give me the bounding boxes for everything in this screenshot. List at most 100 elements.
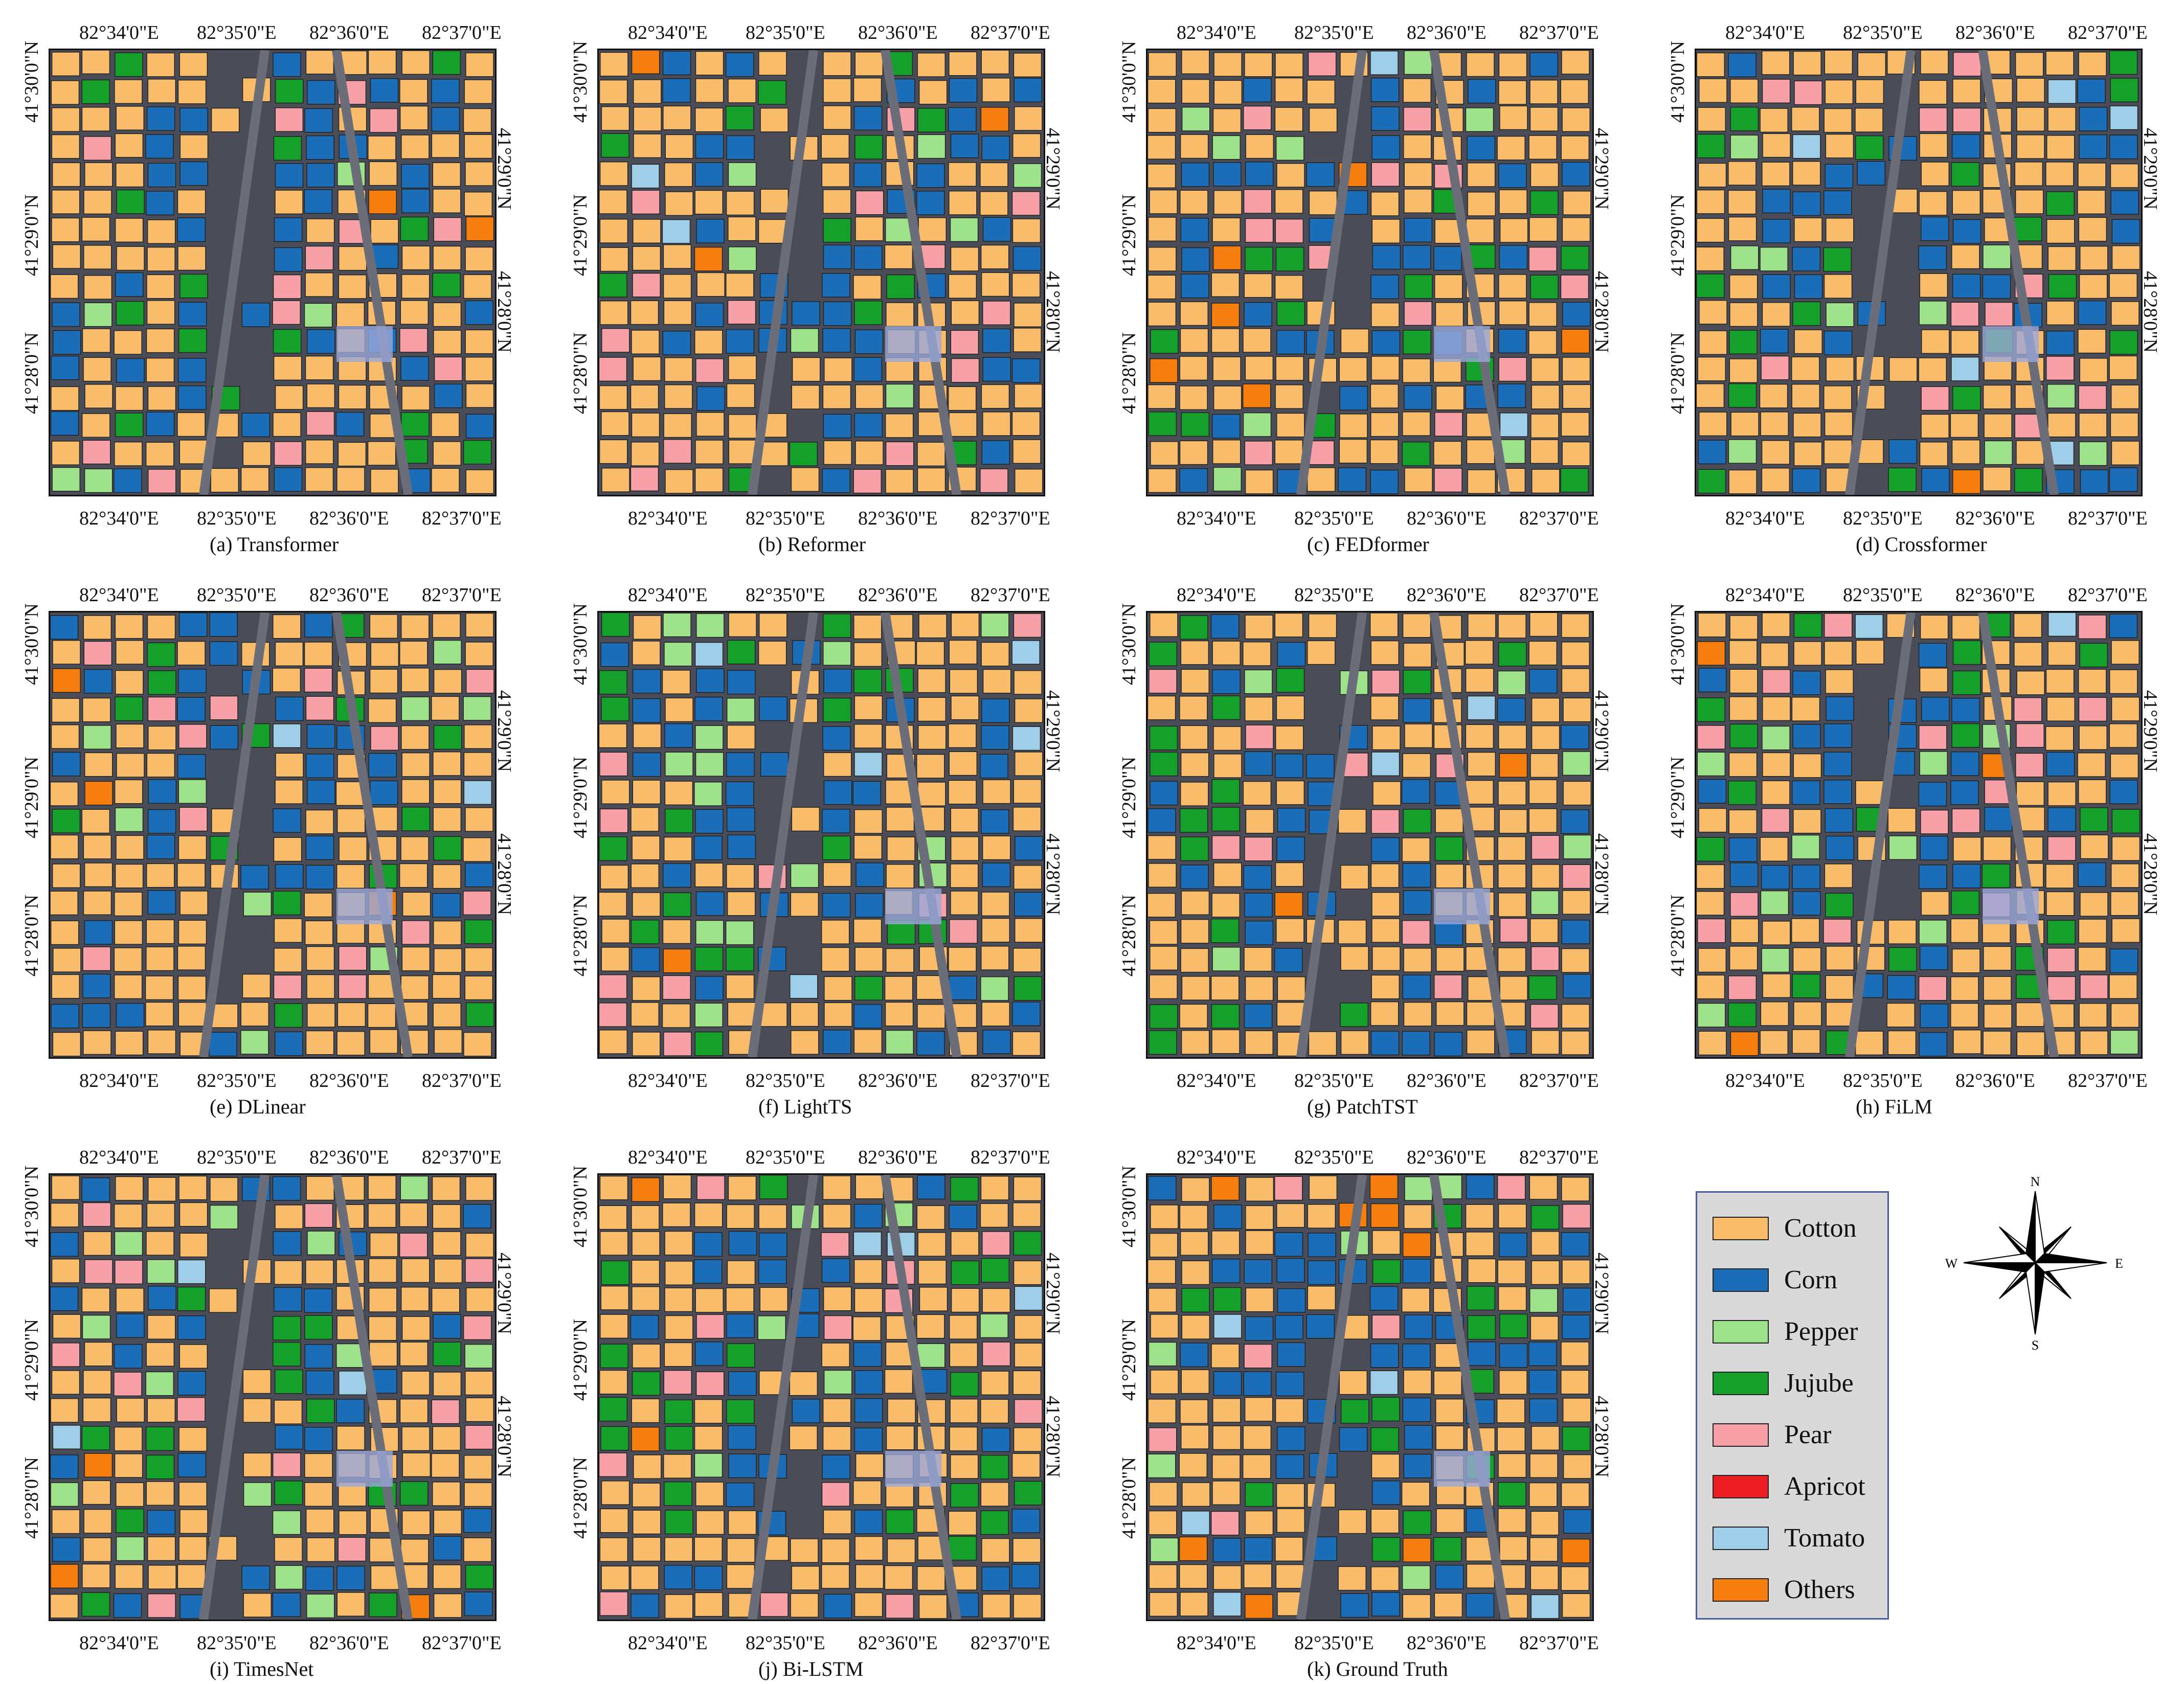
lat-tick-label-left: 41°29'0"N (1118, 757, 1140, 838)
panel-caption: (g) PatchTST (1307, 1095, 1418, 1118)
lon-tick-label-bottom: 82°35'0"E (197, 1632, 277, 1654)
lon-tick-label-top: 82°37'0"E (1519, 1147, 1599, 1168)
lat-tick-label-left: 41°28'0"N (1667, 895, 1688, 976)
lon-tick-label-bottom: 82°34'0"E (79, 1070, 159, 1091)
lon-tick-label-bottom: 82°37'0"E (2068, 508, 2148, 529)
lat-tick-label-right: 41°29'0"N (2140, 690, 2161, 772)
lon-tick-label-bottom: 82°34'0"E (1177, 1632, 1256, 1654)
lon-tick-label-top: 82°35'0"E (1843, 22, 1923, 43)
lon-tick-label-bottom: 82°34'0"E (1725, 508, 1805, 529)
lon-tick-label-bottom: 82°37'0"E (1519, 1070, 1599, 1091)
lon-tick-label-top: 82°36'0"E (309, 1147, 389, 1168)
lat-tick-label-right: 41°28'0"N (1042, 833, 1064, 915)
legend-label-jujube: Jujube (1784, 1369, 1854, 1398)
lat-tick-label-right: 41°28'0"N (1591, 1396, 1612, 1477)
compass-label-w: W (1945, 1256, 1958, 1271)
lon-tick-label-top: 82°36'0"E (858, 22, 938, 43)
map-panel-h: 82°34'0"E 82°34'0"E 82°35'0"E 82°35'0"E 82°3… (1646, 562, 2184, 1120)
lon-tick-label-top: 82°35'0"E (1843, 584, 1923, 606)
map-panel-g: 82°34'0"E 82°34'0"E 82°35'0"E 82°35'0"E 82°3… (1097, 562, 1639, 1120)
lon-tick-label-top: 82°37'0"E (422, 584, 502, 606)
lat-tick-label-right: 41°28'0"N (1591, 833, 1612, 915)
lon-tick-label-top: 82°37'0"E (422, 22, 502, 43)
lon-tick-label-bottom: 82°36'0"E (309, 1632, 389, 1654)
legend-label-corn: Corn (1784, 1265, 1837, 1294)
lon-tick-label-bottom: 82°37'0"E (971, 1070, 1050, 1091)
lat-tick-label-left: 41°28'0"N (21, 1457, 42, 1539)
lon-tick-label-bottom: 82°34'0"E (1177, 508, 1256, 529)
panel-caption: (b) Reformer (758, 533, 866, 556)
lat-tick-label-right: 41°28'0"N (2140, 271, 2161, 353)
map-image (1146, 611, 1594, 1059)
lat-tick-label-left: 41°30'0"N (570, 41, 591, 123)
lat-tick-label-left: 41°28'0"N (570, 332, 591, 414)
lat-tick-label-right: 41°29'0"N (1042, 690, 1064, 772)
map-image (597, 1173, 1045, 1621)
legend-label-others: Others (1784, 1575, 1855, 1604)
lat-tick-label-right: 41°29'0"N (2140, 128, 2161, 210)
lon-tick-label-top: 82°35'0"E (197, 22, 277, 43)
legend-item-pear: Pear (1713, 1420, 1831, 1450)
legend-label-tomato: Tomato (1784, 1523, 1865, 1553)
lat-tick-label-left: 41°29'0"N (570, 194, 591, 276)
lon-tick-label-top: 82°34'0"E (79, 584, 159, 606)
lon-tick-label-bottom: 82°36'0"E (309, 508, 389, 529)
lon-tick-label-bottom: 82°36'0"E (1955, 1070, 2035, 1091)
lon-tick-label-bottom: 82°35'0"E (1294, 508, 1374, 529)
lat-tick-label-left: 41°30'0"N (21, 603, 42, 685)
compass-label-n: N (2031, 1174, 2040, 1189)
lat-tick-label-right: 41°28'0"N (1042, 1396, 1064, 1477)
lon-tick-label-bottom: 82°36'0"E (858, 1070, 938, 1091)
lat-tick-label-left: 41°28'0"N (570, 1457, 591, 1539)
lon-tick-label-bottom: 82°37'0"E (1519, 1632, 1599, 1654)
lon-tick-label-top: 82°35'0"E (1294, 1147, 1374, 1168)
lon-tick-label-top: 82°36'0"E (309, 22, 389, 43)
map-panel-i: 82°34'0"E 82°34'0"E 82°35'0"E 82°35'0"E 82°3… (0, 1125, 542, 1682)
map-panel-e: 82°34'0"E 82°34'0"E 82°35'0"E 82°35'0"E 82°3… (0, 562, 542, 1120)
north-arrow-compass: N S E W (1943, 1171, 2127, 1355)
lat-tick-label-right: 41°29'0"N (493, 690, 515, 772)
lon-tick-label-bottom: 82°35'0"E (197, 508, 277, 529)
map-panel-d: 82°34'0"E 82°34'0"E 82°35'0"E 82°35'0"E 82°3… (1646, 0, 2184, 557)
map-image (1695, 611, 2143, 1059)
legend-item-others: Others (1713, 1575, 1855, 1605)
lon-tick-label-top: 82°36'0"E (1955, 584, 2035, 606)
map-image (49, 1173, 497, 1621)
lat-tick-label-right: 41°28'0"N (1042, 271, 1064, 353)
lon-tick-label-bottom: 82°34'0"E (628, 1070, 708, 1091)
legend-swatch-apricot (1713, 1475, 1769, 1498)
map-image (49, 611, 497, 1059)
map-panel-a: 82°34'0"E 82°34'0"E 82°35'0"E 82°35'0"E 82°3… (0, 0, 542, 557)
lon-tick-label-top: 82°36'0"E (858, 584, 938, 606)
lon-tick-label-top: 82°36'0"E (858, 1147, 938, 1168)
legend-swatch-pear (1713, 1423, 1769, 1447)
lon-tick-label-top: 82°37'0"E (1519, 22, 1599, 43)
lat-tick-label-left: 41°28'0"N (1667, 332, 1688, 414)
legend-swatch-jujube (1713, 1372, 1769, 1395)
lon-tick-label-bottom: 82°34'0"E (1177, 1070, 1256, 1091)
map-panel-f: 82°34'0"E 82°34'0"E 82°35'0"E 82°35'0"E 82°3… (549, 562, 1091, 1120)
lat-tick-label-left: 41°29'0"N (1118, 1319, 1140, 1401)
lat-tick-label-left: 41°30'0"N (1667, 41, 1688, 123)
legend-label-cotton: Cotton (1784, 1214, 1857, 1243)
lon-tick-label-bottom: 82°34'0"E (79, 508, 159, 529)
panel-caption: (a) Transformer (210, 533, 339, 556)
lat-tick-label-left: 41°30'0"N (21, 41, 42, 123)
lon-tick-label-top: 82°34'0"E (628, 584, 708, 606)
compass-label-s: S (2032, 1338, 2039, 1353)
lon-tick-label-top: 82°36'0"E (1407, 584, 1487, 606)
lat-tick-label-left: 41°30'0"N (570, 1166, 591, 1247)
lon-tick-label-bottom: 82°34'0"E (628, 1632, 708, 1654)
lon-tick-label-bottom: 82°36'0"E (858, 508, 938, 529)
lon-tick-label-top: 82°37'0"E (422, 1147, 502, 1168)
lat-tick-label-left: 41°29'0"N (21, 1319, 42, 1401)
lat-tick-label-left: 41°28'0"N (21, 895, 42, 976)
lon-tick-label-top: 82°37'0"E (2068, 22, 2148, 43)
lon-tick-label-top: 82°37'0"E (971, 584, 1050, 606)
panel-caption: (i) TimesNet (210, 1657, 314, 1680)
lon-tick-label-bottom: 82°37'0"E (1519, 508, 1599, 529)
lon-tick-label-bottom: 82°35'0"E (1294, 1070, 1374, 1091)
lon-tick-label-bottom: 82°35'0"E (197, 1070, 277, 1091)
lon-tick-label-bottom: 82°36'0"E (1407, 1632, 1487, 1654)
lon-tick-label-bottom: 82°35'0"E (746, 1070, 825, 1091)
